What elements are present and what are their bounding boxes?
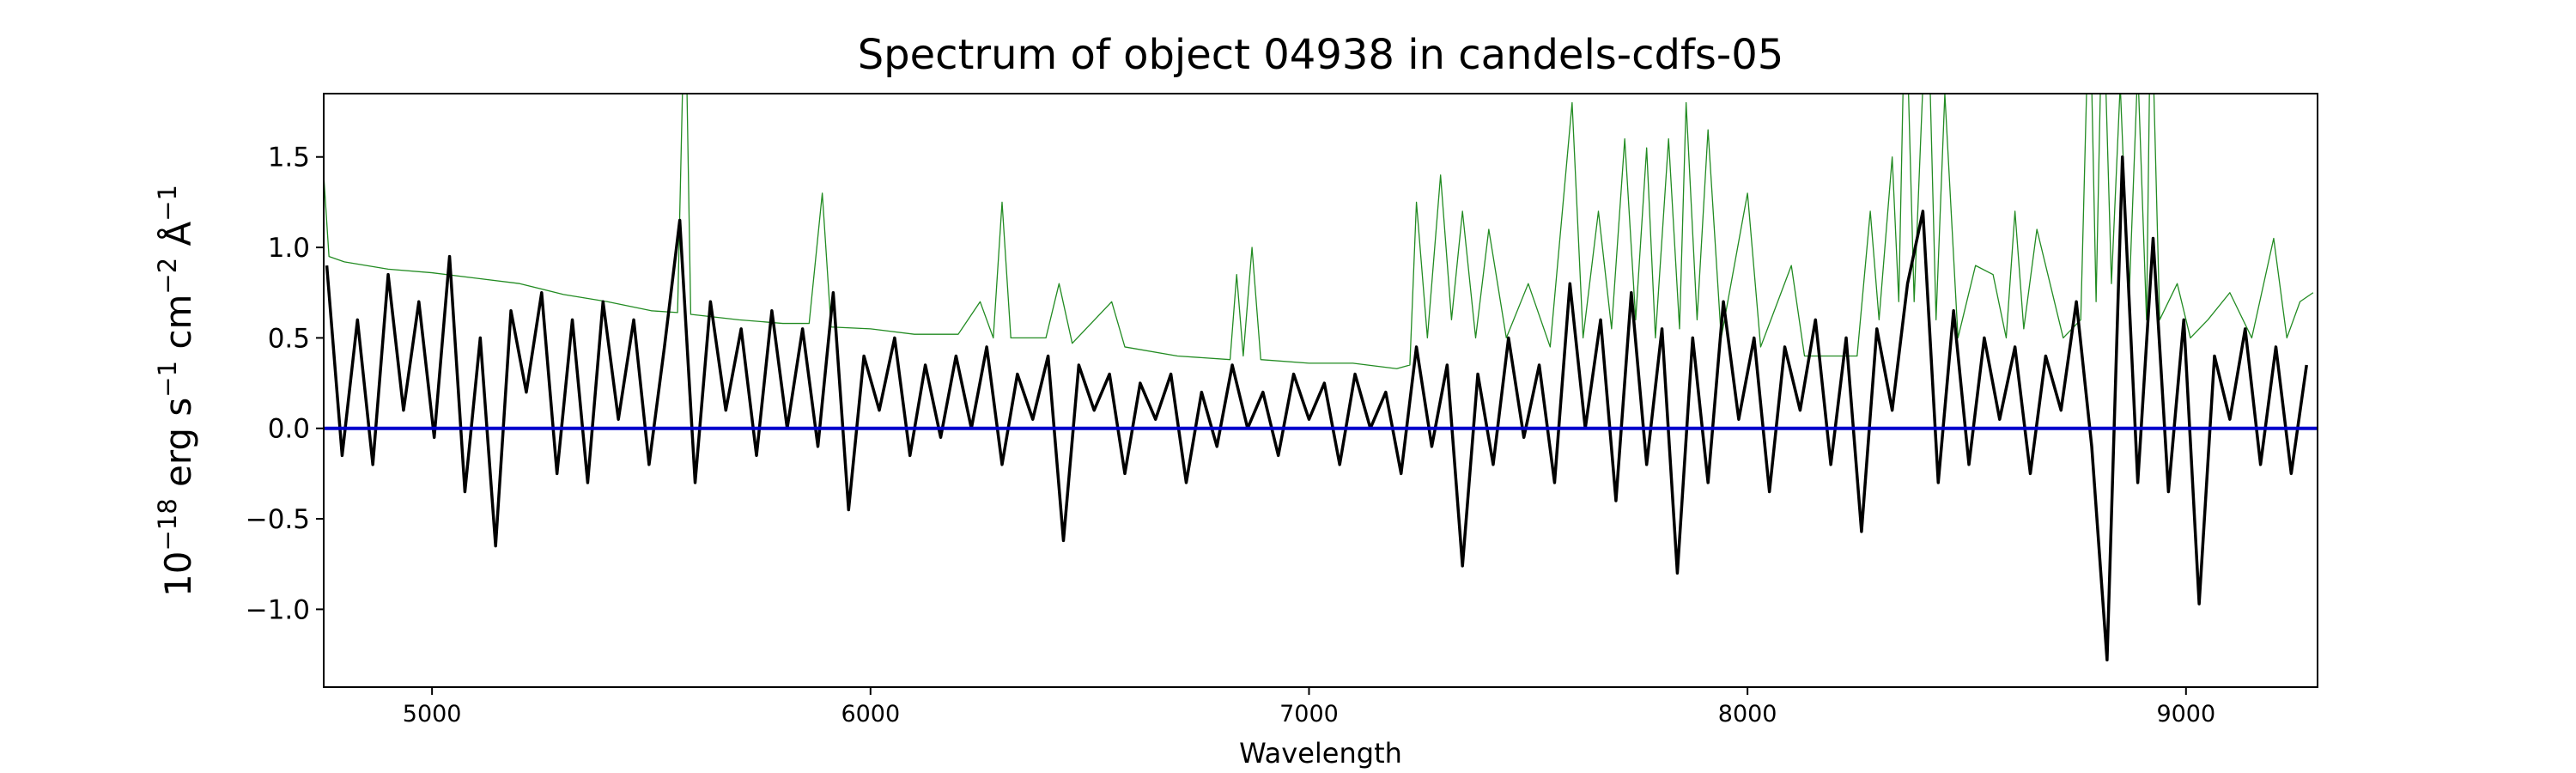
y-tick-label: −1.0 [246, 594, 310, 625]
y-tick-label: 1.5 [268, 143, 310, 173]
x-tick-label: 6000 [841, 701, 900, 727]
y-label-superscript: −1 [153, 185, 182, 222]
y-label-superscript: −18 [153, 498, 182, 551]
y-axis-label: 10−18 erg s−1 cm−2 Å−1 [153, 185, 199, 597]
axes-frame [323, 93, 2318, 688]
spectrum-line [325, 155, 2308, 662]
chart-title: Spectrum of object 04938 in candels-cdfs… [858, 31, 1784, 79]
y-label-part: 10 [157, 551, 199, 597]
y-tick-label: 0.5 [268, 323, 310, 354]
y-label-superscript: −1 [153, 361, 182, 398]
x-tick-label: 8000 [1718, 701, 1777, 727]
plot-area [324, 94, 2318, 662]
x-axis-label: Wavelength [1239, 737, 1402, 770]
y-tick-label: 1.0 [268, 233, 310, 264]
y-tick-label: −0.5 [246, 504, 310, 535]
y-label-superscript: −2 [153, 258, 182, 295]
spectrum-line [324, 94, 2314, 369]
y-label-part: cm [157, 295, 199, 361]
x-tick-label: 5000 [403, 701, 462, 727]
y-tick-label: 0.0 [268, 414, 310, 445]
x-tick-label: 7000 [1279, 701, 1339, 727]
x-tick-label: 9000 [2156, 701, 2215, 727]
y-label-part: Å [156, 222, 199, 258]
y-label-part: erg s [157, 398, 199, 499]
